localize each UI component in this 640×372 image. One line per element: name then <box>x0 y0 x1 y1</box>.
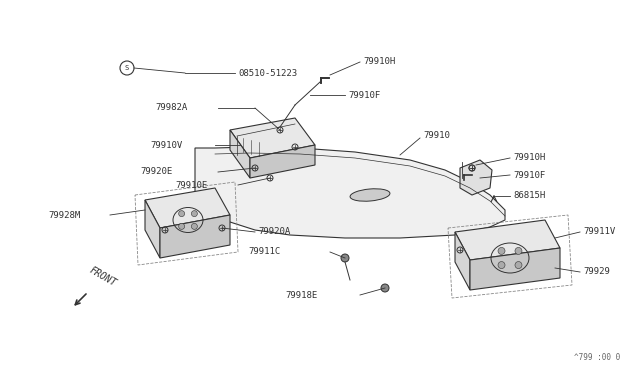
Polygon shape <box>460 160 492 195</box>
Text: 79920E: 79920E <box>140 167 172 176</box>
Circle shape <box>191 223 197 230</box>
Circle shape <box>498 247 505 254</box>
Text: 86815H: 86815H <box>513 192 545 201</box>
Circle shape <box>179 211 184 217</box>
Polygon shape <box>145 188 230 228</box>
Text: 79918E: 79918E <box>285 291 317 299</box>
Text: 79910E: 79910E <box>175 180 207 189</box>
Text: FRONT: FRONT <box>88 264 118 288</box>
Polygon shape <box>470 248 560 290</box>
Circle shape <box>498 262 505 269</box>
Text: 79920A: 79920A <box>258 228 291 237</box>
Polygon shape <box>195 147 505 238</box>
Text: S: S <box>125 65 129 71</box>
Text: 79910F: 79910F <box>348 90 380 99</box>
Polygon shape <box>250 145 315 178</box>
Circle shape <box>381 284 389 292</box>
Polygon shape <box>230 130 250 178</box>
Text: 79910H: 79910H <box>363 58 396 67</box>
Text: 79928M: 79928M <box>48 211 80 219</box>
Text: 79910F: 79910F <box>513 170 545 180</box>
Text: 79911V: 79911V <box>583 228 615 237</box>
Text: 08510-51223: 08510-51223 <box>238 68 297 77</box>
Circle shape <box>341 254 349 262</box>
Text: 79910: 79910 <box>423 131 450 140</box>
Ellipse shape <box>350 189 390 201</box>
Polygon shape <box>455 220 560 260</box>
Text: 79911C: 79911C <box>248 247 280 257</box>
Polygon shape <box>455 232 470 290</box>
Text: 79910H: 79910H <box>513 154 545 163</box>
Text: 79982A: 79982A <box>155 103 188 112</box>
Circle shape <box>179 223 184 230</box>
Circle shape <box>515 262 522 269</box>
Circle shape <box>191 211 197 217</box>
Text: 79929: 79929 <box>583 267 610 276</box>
Polygon shape <box>145 200 160 258</box>
Text: 79910V: 79910V <box>150 141 182 150</box>
Polygon shape <box>160 215 230 258</box>
Text: ^799 :00 0: ^799 :00 0 <box>573 353 620 362</box>
Circle shape <box>515 247 522 254</box>
Polygon shape <box>230 118 315 158</box>
